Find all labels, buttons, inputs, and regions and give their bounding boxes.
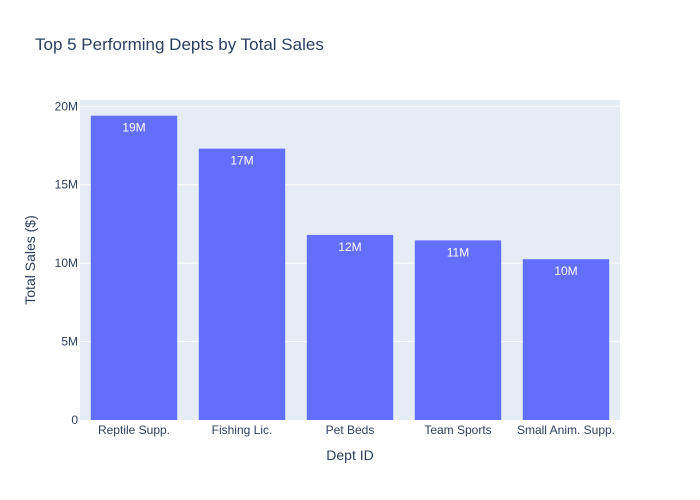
bar-value-label: 11M: [447, 245, 469, 259]
bar-value-label: 12M: [338, 240, 361, 254]
y-tick-label: 15M: [55, 178, 78, 192]
bar[interactable]: [522, 259, 610, 420]
bar[interactable]: [414, 240, 502, 420]
bar[interactable]: [306, 234, 394, 420]
x-tick-label: Reptile Supp.: [98, 423, 170, 437]
x-tick-label: Fishing Lic.: [212, 423, 273, 437]
y-tick-label: 0: [71, 413, 78, 427]
x-tick-label: Small Anim. Supp.: [517, 423, 615, 437]
y-axis-ticks: 0 5M 10M 15M 20M: [55, 99, 79, 427]
x-axis-ticks: Reptile Supp. Fishing Lic. Pet Beds Team Sp…: [98, 423, 615, 437]
bar-value-label: 19M: [122, 121, 145, 135]
x-tick-label: Team Sports: [424, 423, 491, 437]
bar-value-label: 17M: [230, 154, 253, 168]
y-tick-label: 10M: [55, 256, 78, 270]
y-tick-label: 20M: [55, 99, 78, 113]
chart-title: Top 5 Performing Depts by Total Sales: [35, 35, 324, 54]
bar[interactable]: [90, 115, 178, 420]
x-axis-title: Dept ID: [326, 447, 373, 463]
bars: 19M 17M 12M 11M 10M: [90, 115, 610, 421]
bar-value-label: 10M: [554, 264, 577, 278]
x-tick-label: Pet Beds: [326, 423, 375, 437]
y-axis-title: Total Sales ($): [22, 215, 38, 304]
y-tick-label: 5M: [61, 335, 78, 349]
bar[interactable]: [198, 148, 286, 421]
